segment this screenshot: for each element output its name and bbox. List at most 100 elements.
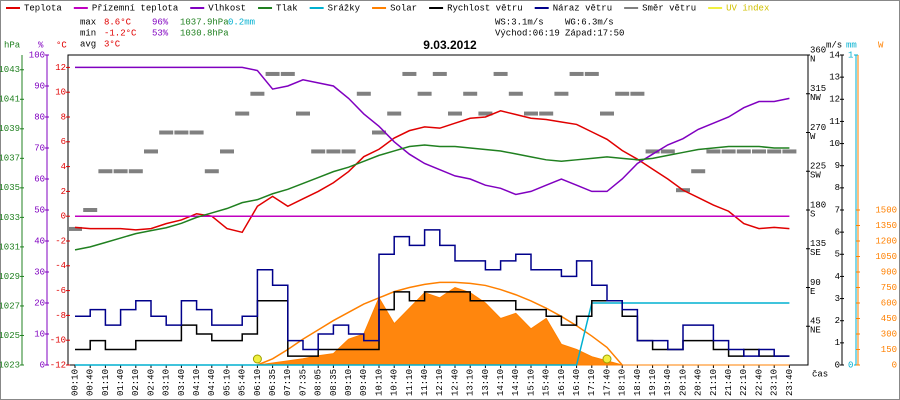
y-tick-label: 1027	[0, 301, 20, 311]
y-tick-label: 90	[810, 278, 821, 288]
y-tick-label: 2	[835, 316, 840, 326]
y-tick-label: -2	[55, 236, 66, 246]
stat-value: 1030.8hPa	[180, 28, 229, 38]
y-tick-label: 600	[881, 298, 897, 308]
wind-direction	[98, 169, 113, 174]
y-tick-label: 13	[829, 73, 840, 83]
wind-direction	[402, 71, 417, 76]
stat-value: 3°C	[104, 39, 121, 49]
y-tick-label: 1050	[875, 252, 897, 262]
x-tick-label: 08:05	[314, 369, 324, 396]
x-tick-label: 06:10	[253, 369, 263, 396]
x-tick-label: 05:10	[222, 369, 232, 396]
axis-title: °C	[56, 40, 67, 50]
legend-label: Teplota	[24, 3, 62, 13]
y-tick-label: 14	[829, 50, 840, 60]
x-tick-label: 21:10	[709, 369, 719, 396]
wind-direction	[83, 208, 98, 212]
wind-direction	[372, 130, 386, 135]
x-tick-label: 09:10	[344, 369, 354, 396]
x-tick-label: 08:35	[329, 369, 339, 396]
y-tick-label: 5	[835, 250, 840, 260]
wind-direction	[600, 111, 614, 116]
axis-title: mm	[846, 40, 857, 50]
x-tick-label: 12:40	[450, 369, 460, 396]
y-tick-label: 135	[810, 239, 826, 249]
y-tick-label: 60	[34, 174, 45, 184]
x-tick-label: 21:40	[724, 369, 734, 396]
y-tick-label: 40	[34, 236, 45, 246]
info: WS:3.1m/s	[495, 17, 544, 27]
wind-direction	[645, 149, 660, 154]
y-tick-label: 4	[835, 272, 840, 282]
wind-direction	[296, 111, 310, 116]
y-tick-label: 1033	[0, 213, 20, 223]
legend-label: Přízemní teplota	[92, 3, 179, 13]
y-tick-label: 1029	[0, 272, 20, 282]
y-tick-label: 4	[61, 162, 66, 172]
wind-direction	[782, 149, 797, 154]
legend-label: Rychlost větru	[447, 3, 523, 13]
x-tick-label: 19:40	[663, 369, 673, 396]
wind-direction	[356, 91, 371, 96]
series-line	[74, 110, 790, 234]
wind-direction	[508, 91, 523, 96]
x-tick-label: 15:10	[526, 369, 536, 396]
wind-direction	[311, 149, 326, 154]
stat-value: 8.6°C	[104, 17, 132, 27]
series-line	[74, 144, 790, 251]
x-tick-label: 07:10	[283, 369, 293, 396]
x-tick-label: 12:10	[435, 369, 445, 396]
y-tick-label: -4	[55, 261, 66, 271]
x-tick-label: 22:40	[754, 369, 764, 396]
y-tick-label: 1350	[875, 221, 897, 231]
wind-direction	[478, 111, 493, 116]
y-tick-label: 1037	[0, 154, 20, 164]
legend-label: UV index	[726, 3, 769, 13]
wind-direction	[569, 71, 584, 76]
compass-label: SW	[810, 171, 821, 181]
x-tick-label: 09:40	[359, 369, 369, 396]
wind-direction	[189, 130, 204, 135]
stat-value: 1037.9hPa	[180, 17, 229, 27]
wind-direction	[280, 71, 295, 76]
axis-title: hPa	[4, 40, 21, 50]
wind-direction	[691, 169, 706, 174]
x-tick-label: 17:40	[602, 369, 612, 396]
x-tick-label: 20:40	[694, 369, 704, 396]
x-tick-label: 02:10	[131, 369, 141, 396]
y-tick-label: 20	[34, 298, 45, 308]
wind-direction	[387, 111, 402, 116]
x-tick-label: 16:10	[557, 369, 567, 396]
y-tick-label: 1025	[0, 331, 20, 341]
x-tick-label: 07:35	[298, 369, 308, 396]
wind-direction	[493, 71, 508, 76]
y-tick-label: 1043	[0, 65, 20, 75]
x-tick-label: 18:40	[633, 369, 643, 396]
x-tick-label: 15:40	[542, 369, 552, 396]
x-tick-label: 17:10	[587, 369, 597, 396]
x-tick-label: 03:40	[177, 369, 187, 396]
y-tick-label: 1500	[875, 205, 897, 215]
wind-direction	[204, 169, 219, 174]
x-tick-label: 19:10	[648, 369, 658, 396]
wind-direction	[630, 91, 645, 96]
x-tick-label: 10:10	[374, 369, 384, 396]
legend-label: Srážky	[328, 3, 361, 13]
wind-direction	[159, 130, 174, 135]
y-tick-label: -10	[50, 336, 66, 346]
info: WG:6.3m/s	[565, 17, 614, 27]
wind-direction	[265, 71, 280, 76]
y-tick-label: 100	[29, 50, 45, 60]
compass-label: N	[810, 54, 815, 64]
y-tick-label: 7	[835, 205, 840, 215]
stat-value: 53%	[152, 28, 169, 38]
x-tick-label: 14:10	[496, 369, 506, 396]
wind-direction	[615, 91, 630, 96]
info: Západ:17:50	[565, 28, 624, 38]
wind-direction	[767, 149, 782, 154]
wind-direction	[539, 111, 554, 116]
x-tick-label: 04:40	[207, 369, 217, 396]
wind-direction	[736, 149, 751, 154]
